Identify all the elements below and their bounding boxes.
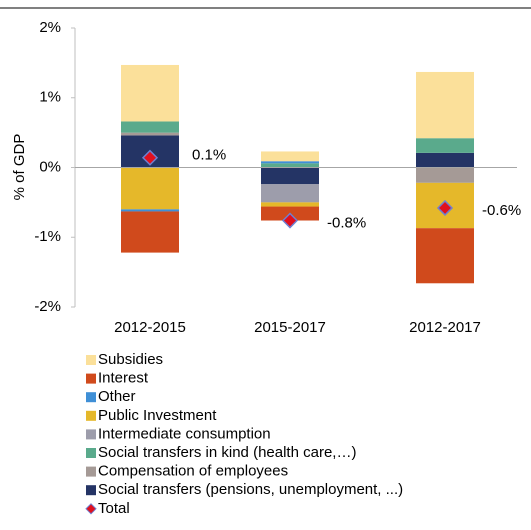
x-tick-label: 2012-2015 bbox=[114, 319, 186, 336]
legend-label: Social transfers in kind (health care,…) bbox=[98, 444, 356, 461]
legend-swatch bbox=[86, 485, 96, 496]
legend-swatch bbox=[86, 373, 96, 384]
y-tick-label: -2% bbox=[34, 298, 61, 315]
legend-label: Intermediate consumption bbox=[98, 425, 271, 442]
x-tick-label: 2015-2017 bbox=[254, 319, 326, 336]
bar-segment bbox=[261, 184, 319, 203]
legend-label: Social transfers (pensions, unemployment… bbox=[98, 481, 403, 498]
bar-segment bbox=[416, 71, 474, 139]
y-tick-label: 2% bbox=[39, 19, 61, 36]
bar-segment bbox=[121, 64, 179, 122]
bar-segment bbox=[261, 167, 319, 185]
legend-label: Interest bbox=[98, 370, 149, 387]
legend-swatch bbox=[86, 410, 96, 421]
data-label: -0.6% bbox=[482, 202, 521, 219]
y-axis-label: % of GDP bbox=[11, 134, 28, 201]
bar-segment bbox=[121, 121, 179, 133]
bar-segment bbox=[261, 163, 319, 168]
bar-segment bbox=[121, 211, 179, 253]
total-marker bbox=[281, 212, 299, 229]
y-tick-label: -1% bbox=[34, 228, 61, 245]
total-marker bbox=[141, 149, 159, 166]
y-tick-label: 0% bbox=[39, 158, 61, 175]
bar-segment bbox=[261, 202, 319, 207]
legend-swatch bbox=[86, 429, 96, 440]
legend-label: Total bbox=[98, 500, 130, 517]
bar-segment bbox=[416, 138, 474, 153]
bar-segment bbox=[121, 167, 179, 210]
bar-segment bbox=[261, 161, 319, 164]
data-label: -0.8% bbox=[327, 214, 366, 231]
bar-segment bbox=[121, 132, 179, 136]
bar-segment bbox=[416, 152, 474, 168]
x-tick-label: 2012-2017 bbox=[409, 319, 481, 336]
y-tick-label: 1% bbox=[39, 89, 61, 106]
legend-swatch bbox=[86, 355, 96, 365]
legend-swatch bbox=[86, 466, 96, 477]
legend-swatch bbox=[86, 448, 96, 458]
bar-segment bbox=[416, 167, 474, 183]
legend-label: Public Investment bbox=[98, 407, 217, 424]
legend-swatch bbox=[86, 392, 96, 403]
legend-label: Other bbox=[98, 388, 136, 405]
legend-label: Compensation of employees bbox=[98, 463, 288, 480]
data-label: 0.1% bbox=[192, 147, 226, 164]
bar-segment bbox=[261, 151, 319, 162]
legend-label: Subsidies bbox=[98, 351, 163, 368]
total-marker bbox=[436, 199, 454, 217]
legend-swatch bbox=[85, 503, 97, 515]
bar-segment bbox=[416, 228, 474, 284]
bar-segment bbox=[121, 209, 179, 212]
